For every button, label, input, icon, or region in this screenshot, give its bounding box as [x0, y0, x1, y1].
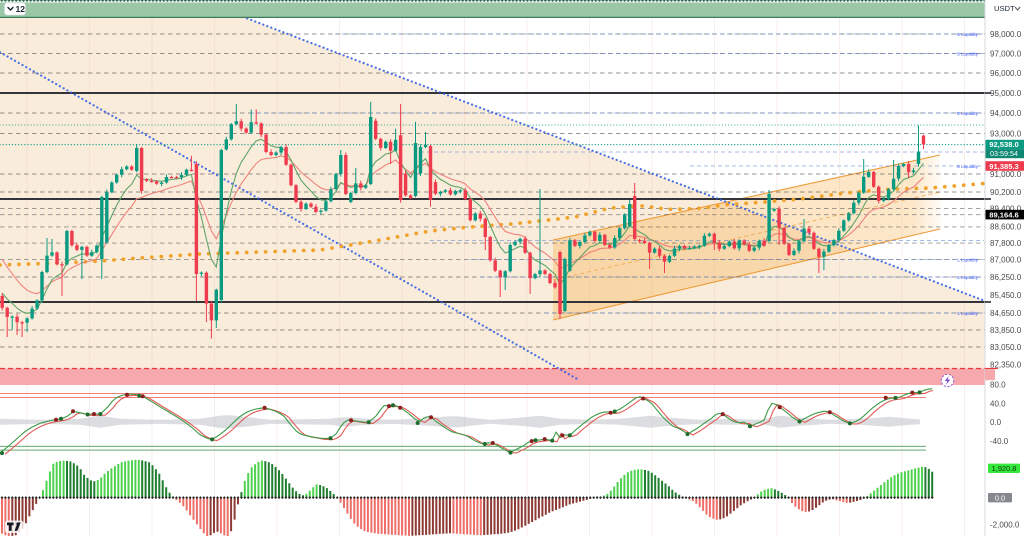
- svg-text:89,400.0: 89,400.0: [990, 204, 1022, 213]
- svg-text:L Liquidity: L Liquidity: [957, 275, 978, 280]
- svg-text:0.0: 0.0: [990, 418, 1002, 427]
- svg-text:0.0: 0.0: [995, 493, 1005, 502]
- svg-text:83,050.0: 83,050.0: [990, 343, 1022, 352]
- svg-text:USDT: USDT: [994, 4, 1015, 13]
- svg-text:93,000.0: 93,000.0: [990, 129, 1022, 138]
- svg-text:84,650.0: 84,650.0: [990, 309, 1022, 318]
- svg-text:92,538.0: 92,538.0: [989, 140, 1019, 149]
- svg-text:87,800.0: 87,800.0: [990, 239, 1022, 248]
- svg-text:82,350.0: 82,350.0: [990, 360, 1022, 369]
- svg-text:S Liquidity: S Liquidity: [957, 32, 979, 37]
- svg-text:L Liquidity: L Liquidity: [957, 311, 978, 316]
- svg-text:97,000.0: 97,000.0: [990, 49, 1022, 58]
- svg-text:91,000.0: 91,000.0: [990, 170, 1022, 179]
- svg-text:90,200.0: 90,200.0: [990, 188, 1022, 197]
- svg-text:91,385.3: 91,385.3: [989, 162, 1019, 171]
- svg-text:87,000.0: 87,000.0: [990, 255, 1022, 264]
- svg-text:98,000.0: 98,000.0: [990, 30, 1022, 39]
- svg-text:1,920.8: 1,920.8: [992, 464, 1017, 473]
- svg-text:95,000.0: 95,000.0: [990, 89, 1022, 98]
- svg-text:88,600.0: 88,600.0: [990, 223, 1022, 232]
- svg-text:-40.0: -40.0: [990, 437, 1009, 446]
- svg-text:-2,000.0: -2,000.0: [990, 520, 1020, 529]
- svg-text:03:59:54: 03:59:54: [990, 149, 1018, 158]
- svg-text:40.0: 40.0: [990, 399, 1006, 408]
- svg-text:12: 12: [16, 4, 26, 14]
- svg-text:L Liquidity: L Liquidity: [957, 257, 978, 262]
- svg-text:S Liquidity: S Liquidity: [957, 164, 979, 169]
- svg-text:80.0: 80.0: [990, 381, 1006, 390]
- svg-text:85,450.0: 85,450.0: [990, 291, 1022, 300]
- svg-text:89,164.6: 89,164.6: [989, 210, 1019, 219]
- svg-text:S Liquidity: S Liquidity: [957, 111, 979, 116]
- svg-text:94,000.0: 94,000.0: [990, 109, 1022, 118]
- svg-text:S Liquidity: S Liquidity: [957, 51, 979, 56]
- svg-text:96,000.0: 96,000.0: [990, 69, 1022, 78]
- svg-text:86,250.0: 86,250.0: [990, 273, 1022, 282]
- svg-text:83,850.0: 83,850.0: [990, 326, 1022, 335]
